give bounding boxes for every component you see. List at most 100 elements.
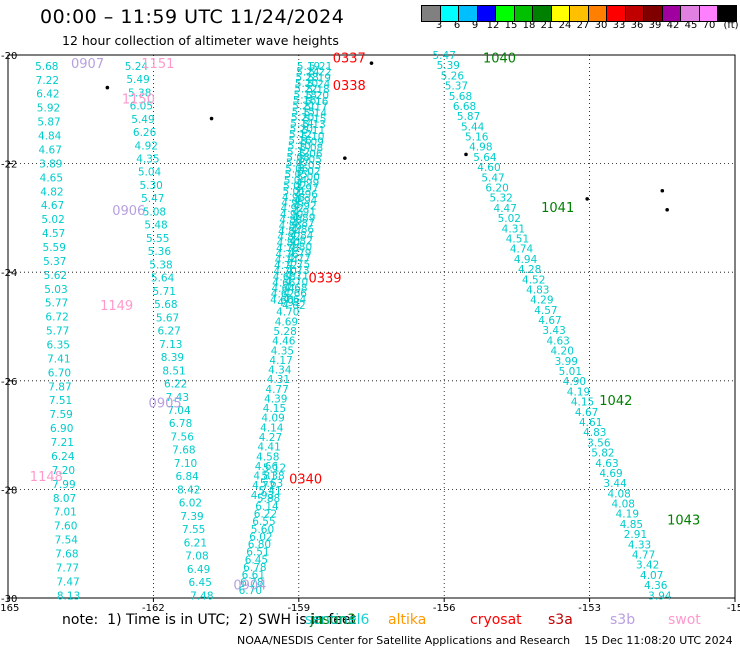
wave-height-label: 3.99 [555,356,578,368]
wave-height-label: 4.66 [255,461,279,473]
wave-height-label: 6.70 [48,367,71,379]
wave-height-label: 4.96 [295,189,319,201]
color-swatch [625,6,644,21]
pass-time-label: 0339 [308,272,341,287]
wave-height-label: 4.70 [276,307,299,319]
wave-height-label: 4.28 [518,264,541,276]
wave-height-label: 4.36 [644,580,668,592]
wave-height-label: 4.82 [40,186,63,198]
wave-height-label: 5.38 [149,259,172,271]
wave-height-label: 4.84 [38,131,62,143]
color-swatch [440,6,459,21]
wave-height-label: 4.67 [538,315,561,327]
color-swatch [588,6,607,21]
color-swatch [662,6,681,21]
wave-height-label: 6.80 [248,539,271,551]
wave-height-label: 5.02 [283,180,306,192]
wave-height-label: 5.55 [146,233,169,245]
wave-height-label: 4.57 [42,228,65,240]
wave-height-label: 4.63 [595,458,618,470]
wave-height-label: 7.60 [54,521,77,533]
wave-height-label: 5.02 [498,213,521,225]
wave-height-label: 6.68 [453,101,476,113]
wave-height-label: 6.24 [51,451,75,463]
pass-time-label: 0906 [112,204,145,219]
wave-height-label: 4.27 [259,432,282,444]
wave-height-label: 4.63 [546,335,569,347]
wave-height-label: 5.22 [294,84,317,96]
color-scale-tick: 36 [630,20,644,31]
wave-height-label: 5.20 [295,78,318,90]
wave-height-label: 4.67 [575,407,598,419]
satellite-legend: jason3 altika cryosat s3a s3b swot sentinel6 [0,612,740,630]
wave-height-label: 5.30 [139,180,162,192]
wave-height-label: 6.84 [175,471,199,483]
legend-item-swot: swot [668,612,701,628]
y-tick-label: -24 [1,268,17,279]
wave-height-label: 4.60 [477,162,500,174]
wave-height-label: 5.36 [148,246,172,258]
wave-height-label: 4.67 [39,144,62,156]
wave-height-label: 4.33 [628,539,651,551]
wave-height-label: 4.72 [274,260,297,272]
wave-height-label: 5.67 [156,312,179,324]
wave-height-label: 4.20 [551,346,574,358]
wave-height-label: 4.51 [506,233,529,245]
color-scale-tick: 42 [666,20,680,31]
wave-height-label: 3.42 [636,560,659,572]
wave-height-label: 5.19 [308,73,331,85]
wave-height-label: 7.77 [56,562,79,574]
wave-height-label: 7.87 [48,381,71,393]
wave-height-label: 4.70 [285,276,308,288]
wave-height-label: 5.20 [291,112,314,124]
wave-height-label: 7.48 [190,590,213,602]
wave-height-label: 5.08 [286,152,309,164]
wave-height-label: 6.35 [47,340,70,352]
wave-height-label: 5.10 [288,141,311,153]
wave-height-label: 4.81 [253,471,276,483]
wave-height-label: 5.87 [457,111,480,123]
wave-height-label: 5.12 [289,129,312,141]
wave-height-label: 4.78 [276,243,299,255]
color-swatch [459,6,478,21]
wave-height-label: 4.82 [289,236,312,248]
wave-height-label: 5.24 [125,61,149,73]
wave-height-label: 6.55 [252,516,275,528]
wave-height-label: 5.68 [35,61,58,73]
wave-height-label: 4.46 [272,336,296,348]
x-tick-label: -153 [578,603,601,614]
wave-height-label: 5.18 [306,84,329,96]
pass-time-label: 1040 [483,52,516,67]
wave-height-label: 4.91 [277,297,300,309]
wave-height-label: 5.24 [307,78,331,90]
pass-time-label: 0340 [289,473,322,488]
wave-height-label: 8.39 [161,352,184,364]
wave-height-label: 4.77 [265,384,288,396]
wave-height-label: 4.80 [277,237,300,249]
wave-height-label: 6.20 [485,183,508,195]
wave-height-label: 5.13 [302,119,325,131]
island-marker [660,188,665,193]
wave-height-label: 4.92 [293,201,316,213]
wave-height-label: 6.51 [246,547,269,559]
color-swatch [644,6,663,21]
legend-item-s3b: s3b [610,612,636,628]
wave-height-label: 5.04 [138,167,162,179]
wave-height-label: 4.80 [289,242,312,254]
wave-height-label: 4.19 [616,509,639,521]
x-tick-label: -15 [727,603,740,614]
wave-height-label: 5.15 [292,106,315,118]
wave-height-label: 5.87 [37,117,60,129]
wave-height-label: 4.68 [273,272,296,284]
island-marker [464,152,468,157]
wave-height-label: 4.73 [286,265,309,277]
wave-height-label: 8.13 [57,590,80,602]
wave-height-label: 4.76 [275,249,299,261]
wave-height-label: 7.51 [49,395,72,407]
wave-height-label: 5.16 [293,95,317,107]
wave-height-label: 7.39 [180,511,203,523]
wave-height-label: 5.64 [151,273,175,285]
wave-height-label: 4.66 [272,277,296,289]
color-swatch [718,6,736,21]
color-scale-bar [421,5,737,22]
